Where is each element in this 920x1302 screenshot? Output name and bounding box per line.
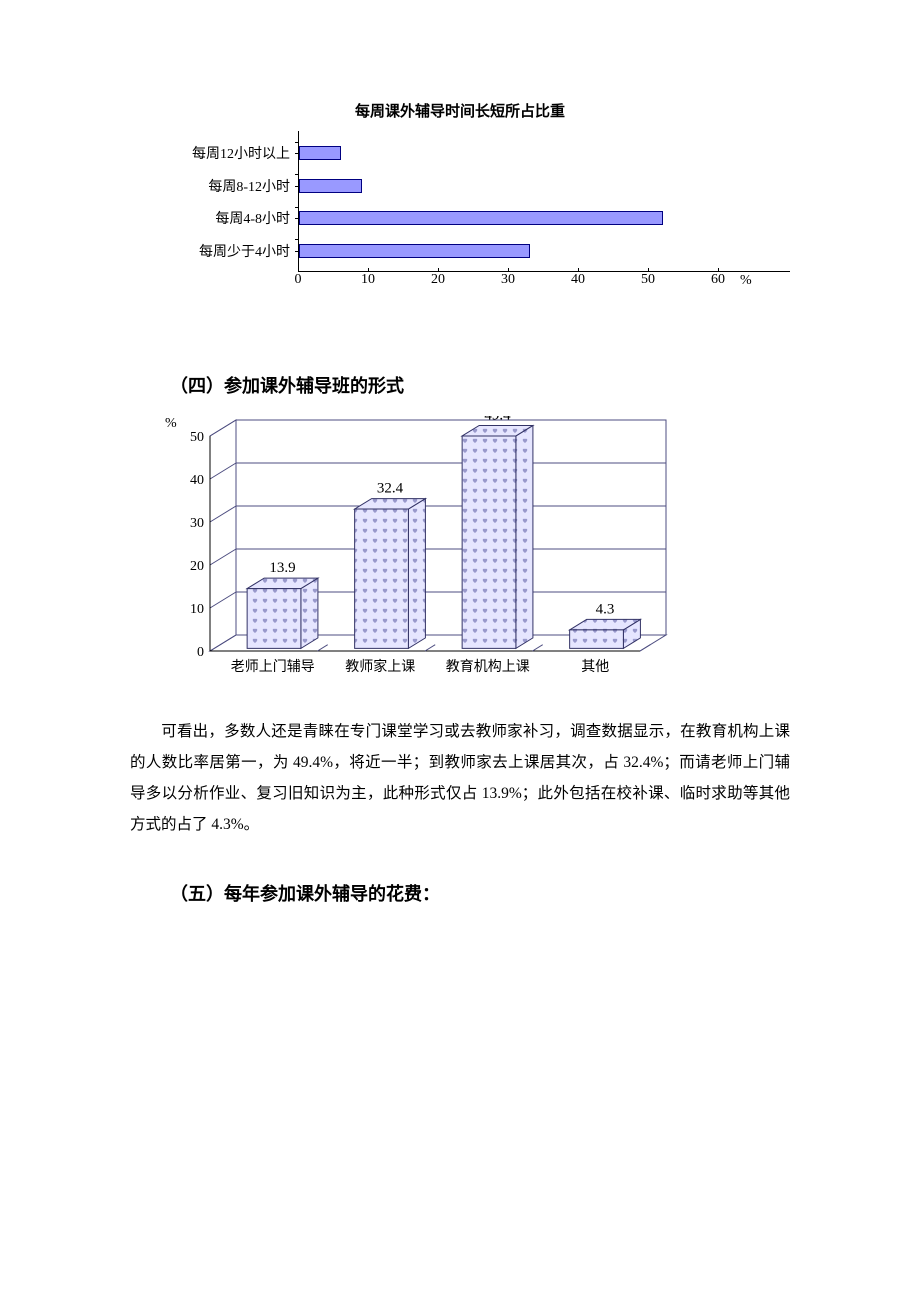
chart1-x-ticks: 0 10 20 30 40 50 60 (298, 272, 790, 292)
chart1-x-tick-label: 30 (501, 272, 515, 288)
chart2-category-label: 老师上门辅导 (231, 659, 315, 675)
chart1-bar (299, 146, 341, 160)
document-page: 每周课外辅导时间长短所占比重 每周12小时以上每周8-12小时每周4-8小时每周… (0, 0, 920, 1124)
chart1-x-tick-label: 40 (571, 272, 585, 288)
chart1-x-tick-label: 60 (711, 272, 725, 288)
chart1-x-tick-label: 20 (431, 272, 445, 288)
chart1-bars (299, 137, 790, 267)
body-paragraph-text: 可看出，多数人还是青睐在专门课堂学习或去教师家补习，调查数据显示，在教育机构上课… (130, 723, 790, 833)
chart2-value-label: 32.4 (377, 481, 404, 497)
chart1-category-label: 每周4-8小时 (215, 208, 290, 228)
chart2-category-label: 教师家上课 (345, 658, 415, 675)
section5-heading: （五）每年参加课外辅导的花费： (170, 880, 790, 906)
chart1: 每周12小时以上每周8-12小时每周4-8小时每周少于4小时 0 10 20 30 40… (130, 131, 790, 292)
chart1-category-label: 每周12小时以上 (192, 143, 290, 163)
chart2-category-label: 教育机构上课 (446, 659, 530, 675)
chart1-axes (298, 131, 790, 272)
chart2-value-label: 13.9 (269, 560, 295, 576)
chart1-bar (299, 179, 362, 193)
chart2-bar (247, 589, 301, 649)
chart2-y-tick-label: 20 (190, 559, 204, 574)
chart1-x-tick-label: 0 (295, 272, 302, 288)
chart2-y-tick-label: 40 (190, 473, 204, 488)
section4-heading: （四）参加课外辅导班的形式 (170, 372, 790, 398)
chart1-title: 每周课外辅导时间长短所占比重 (130, 100, 790, 121)
chart1-bar (299, 211, 663, 225)
chart1-plot: 0 10 20 30 40 50 60 % (290, 131, 790, 292)
chart2-y-tick-label: 50 (190, 430, 204, 445)
chart1-x-tick-label: 10 (361, 272, 375, 288)
chart2-y-tick-label: 30 (190, 516, 204, 531)
body-paragraph: 可看出，多数人还是青睐在专门课堂学习或去教师家补习，调查数据显示，在教育机构上课… (130, 716, 790, 840)
chart1-y-labels: 每周12小时以上每周8-12小时每周4-8小时每周少于4小时 (130, 131, 290, 267)
chart2-svg: 0 10 20 30 40 50 13.9 老师上门辅导 32.4 教师家上课 49.4 教育机构上课… (170, 416, 670, 686)
chart1-category-label: 每周少于4小时 (199, 241, 290, 261)
chart2-bar (462, 436, 516, 648)
chart1-x-tick-label: 50 (641, 272, 655, 288)
chart2-y-tick-label: 10 (190, 602, 204, 617)
chart1-unit: % (740, 273, 752, 289)
chart2-y-tick-label: 0 (197, 645, 204, 660)
chart1-bar (299, 244, 530, 258)
chart2: % 0102030405013.9老师上门辅导32.4教师家上课49.4教育机构… (170, 416, 670, 686)
chart2-value-label: 4.3 (596, 601, 615, 617)
chart1-category-label: 每周8-12小时 (208, 176, 290, 196)
chart2-value-label: 49.4 (484, 416, 511, 423)
chart2-bar (355, 509, 409, 648)
chart2-category-label: 其他 (581, 659, 609, 675)
chart2-bar (570, 630, 624, 648)
